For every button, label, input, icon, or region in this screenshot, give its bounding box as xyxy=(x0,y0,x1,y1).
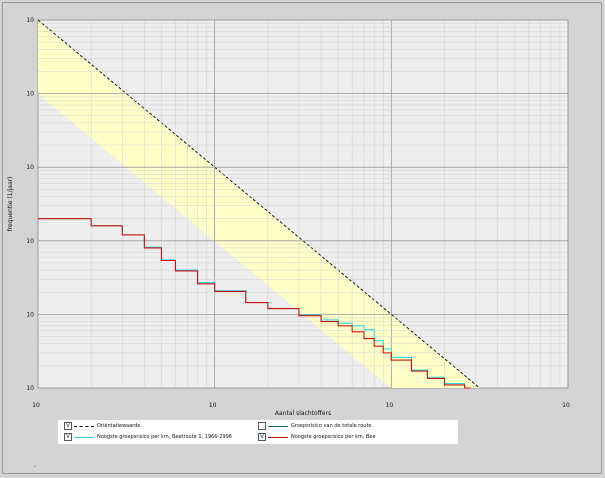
y-tick-label: 10 xyxy=(26,238,34,245)
x-axis-label: Aantal slachtoffers xyxy=(275,410,331,417)
series-lines xyxy=(38,218,471,389)
x-tick-label: 10 xyxy=(386,402,394,409)
x-tick-label: 10 xyxy=(32,402,40,409)
series-line-red xyxy=(38,218,471,389)
legend-item-cyan-series[interactable]: V Noogste groepsrisico per km, Beetroute… xyxy=(64,432,232,442)
legend-item-orientation[interactable]: V Oriëntatiewaarde xyxy=(64,421,141,431)
plot-area xyxy=(37,19,569,389)
window-frame xyxy=(2,2,602,474)
y-tick-label: 10 xyxy=(26,385,34,392)
grid xyxy=(38,20,568,388)
x-axis-ticks: 10 10 10 10 xyxy=(32,402,570,409)
legend-label-orientation: Oriëntatiewaarde xyxy=(97,423,141,429)
y-tick-label: 10 xyxy=(26,17,34,24)
legend-checkbox-red-series[interactable]: V xyxy=(258,433,266,441)
orientation-band xyxy=(37,19,480,389)
legend-label-red-series: Noogste groepsrisico per km, Bee xyxy=(291,434,376,440)
y-tick-label: 10 xyxy=(26,164,34,171)
legend: V Oriëntatiewaarde Groepsrisico van de t… xyxy=(58,420,458,444)
x-tick-label: 10 xyxy=(209,402,217,409)
footer-mark: - xyxy=(34,463,37,470)
legend-swatch-red xyxy=(268,436,288,438)
y-tick-label: 10 xyxy=(26,91,34,98)
legend-label-total-route: Groepsrisico van de totale route . xyxy=(291,423,375,429)
y-axis-label: frequentie (1/jaar) xyxy=(7,177,14,232)
legend-checkbox-total-route[interactable] xyxy=(258,422,266,430)
legend-swatch-cyan xyxy=(74,436,94,438)
orientation-dashed-line xyxy=(37,19,480,389)
legend-label-cyan-series: Noogste groepsrisico per km, Beetroute 1… xyxy=(97,434,232,440)
legend-swatch-total-route xyxy=(268,425,288,427)
legend-checkbox-cyan-series[interactable]: V xyxy=(64,433,72,441)
legend-checkbox-orientation[interactable]: V xyxy=(64,422,72,430)
legend-swatch-dashed xyxy=(74,425,94,427)
x-tick-label: 10 xyxy=(562,402,570,409)
legend-item-total-route[interactable]: Groepsrisico van de totale route . xyxy=(258,421,375,431)
y-tick-label: 10 xyxy=(26,311,34,318)
y-axis-ticks: 10 10 10 10 10 10 xyxy=(26,17,34,392)
legend-item-red-series[interactable]: V Noogste groepsrisico per km, Bee xyxy=(258,432,376,442)
